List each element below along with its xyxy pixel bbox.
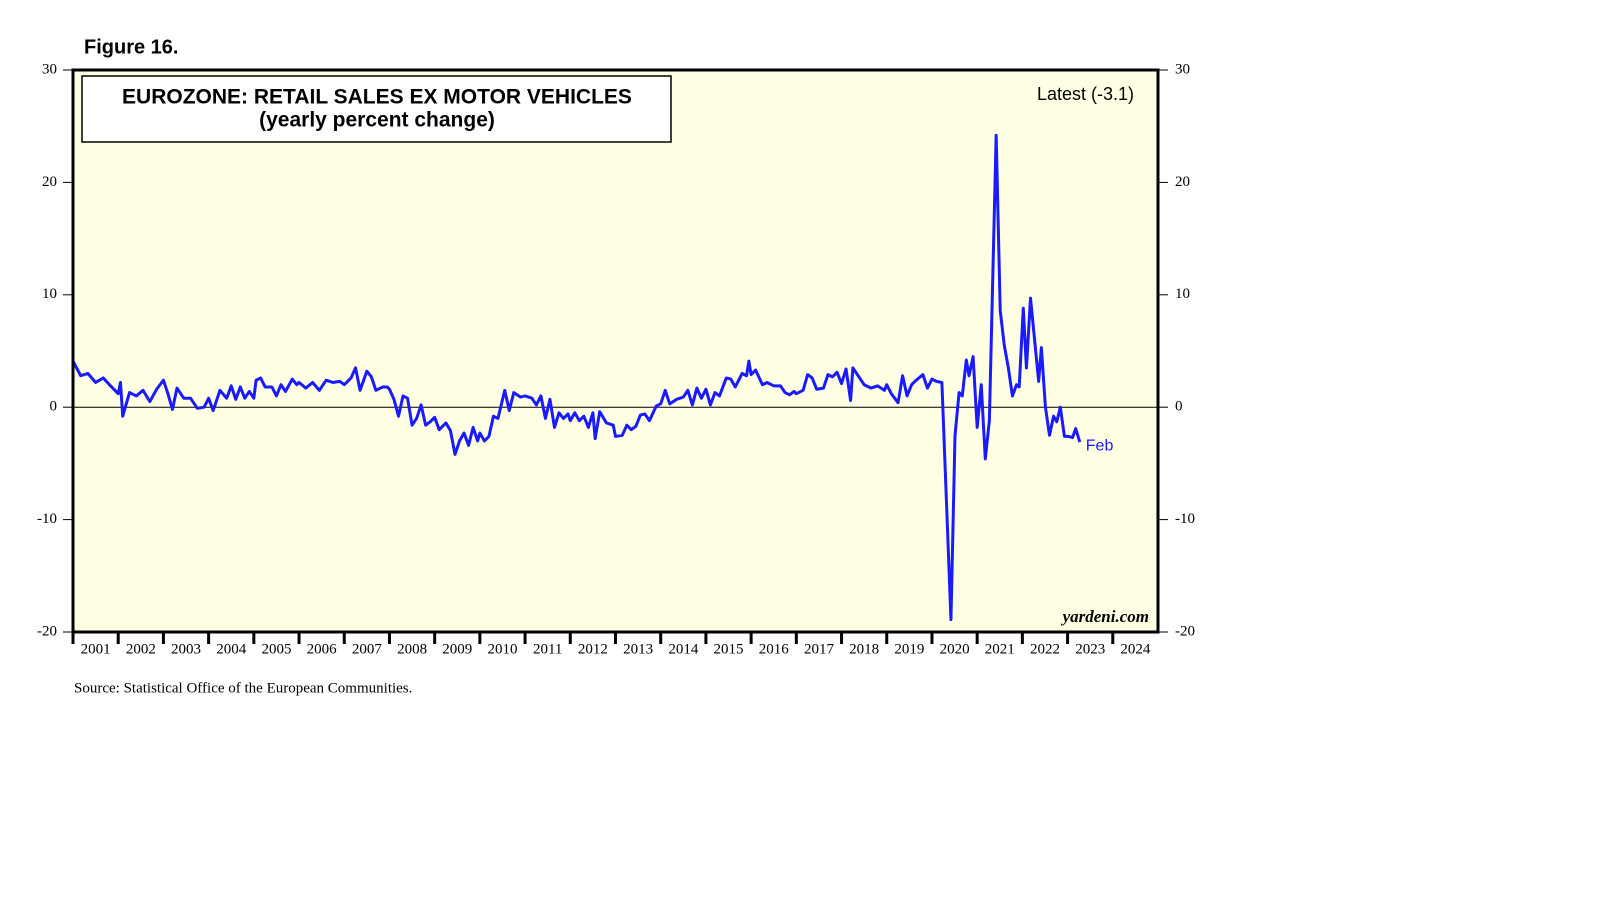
x-tick-label: 2021 [985, 641, 1015, 657]
y2-tick-label: 30 [1175, 61, 1190, 77]
x-tick-label: 2004 [216, 641, 247, 657]
x-tick-label: 2003 [171, 641, 201, 657]
x-tick-label: 2018 [849, 641, 879, 657]
x-tick-label: 2006 [307, 641, 338, 657]
x-tick-label: 2001 [81, 641, 111, 657]
y-tick-label: -10 [37, 511, 57, 527]
y-tick-label: 10 [42, 286, 57, 302]
end-label: Feb [1086, 437, 1114, 454]
x-tick-label: 2022 [1030, 641, 1060, 657]
x-tick-label: 2020 [940, 641, 970, 657]
x-tick-label: 2016 [759, 641, 790, 657]
y2-tick-label: -20 [1175, 623, 1195, 639]
plot-area [73, 70, 1158, 632]
x-tick-label: 2011 [533, 641, 562, 657]
figure-label: Figure 16. [84, 36, 178, 58]
x-tick-label: 2017 [804, 641, 835, 657]
title-box [81, 75, 672, 143]
x-tick-label: 2007 [352, 641, 383, 657]
y-tick-label: 20 [42, 174, 57, 190]
x-tick-label: 2024 [1120, 641, 1151, 657]
source-note: Source: Statistical Office of the Europe… [74, 680, 412, 696]
chart-title: EUROZONE: RETAIL SALES EX MOTOR VEHICLES [122, 86, 632, 109]
x-tick-label: 2015 [714, 641, 744, 657]
data-line [71, 133, 1082, 622]
x-tick-label: 2008 [397, 641, 427, 657]
x-tick-label: 2023 [1075, 641, 1105, 657]
y-tick-label: 0 [50, 399, 58, 415]
x-tick-label: 2012 [578, 641, 608, 657]
x-tick-label: 2010 [487, 641, 517, 657]
x-tick-label: 2002 [126, 641, 156, 657]
y2-tick-label: -10 [1175, 511, 1195, 527]
latest-label: Latest (-3.1) [1037, 84, 1134, 104]
y-tick-label: 30 [42, 61, 57, 77]
chart-subtitle: (yearly percent change) [259, 109, 495, 132]
y-tick-label: -20 [37, 623, 57, 639]
x-tick-label: 2009 [442, 641, 472, 657]
y2-tick-label: 10 [1175, 286, 1190, 302]
x-tick-label: 2013 [623, 641, 653, 657]
y2-tick-label: 0 [1175, 399, 1183, 415]
watermark: yardeni.com [1061, 607, 1149, 626]
x-tick-label: 2019 [894, 641, 924, 657]
x-tick-label: 2014 [668, 641, 699, 657]
x-tick-label: 2005 [261, 641, 291, 657]
y2-tick-label: 20 [1175, 174, 1190, 190]
